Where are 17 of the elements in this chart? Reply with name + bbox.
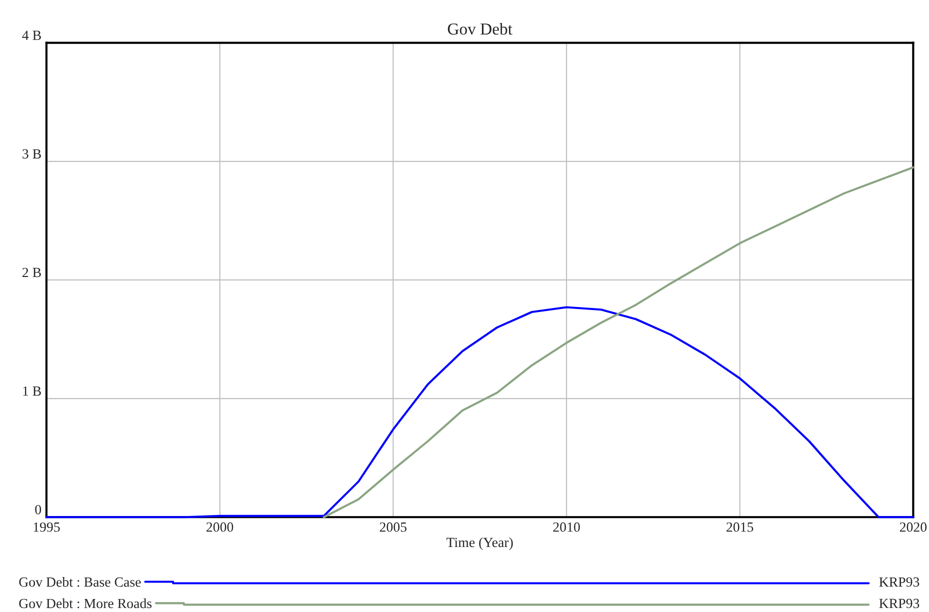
y-tick-label: 0 <box>35 504 42 514</box>
x-axis-title: Time (Year) <box>446 537 513 550</box>
y-tick-label: 4 B <box>22 30 41 40</box>
x-tick-label: 1995 <box>34 522 60 532</box>
y-tick-label: 3 B <box>22 149 41 159</box>
x-tick-label: 2015 <box>726 522 754 532</box>
y-tick-label: 2 B <box>22 268 41 278</box>
x-tick-label: 2020 <box>900 522 927 532</box>
legend-label: Gov Debt : More Roads <box>19 598 152 608</box>
x-tick-label: 2005 <box>380 522 406 532</box>
text: KRP93 <box>879 577 920 587</box>
legend-label: Gov Debt : Base Case <box>19 576 141 587</box>
x-tick-label: 2010 <box>553 522 580 532</box>
text: KRP93 <box>879 598 920 608</box>
x-tick-label: 2000 <box>206 522 234 532</box>
chart-title: Gov Debt <box>448 22 512 35</box>
y-tick-label: 1 B <box>23 386 41 396</box>
